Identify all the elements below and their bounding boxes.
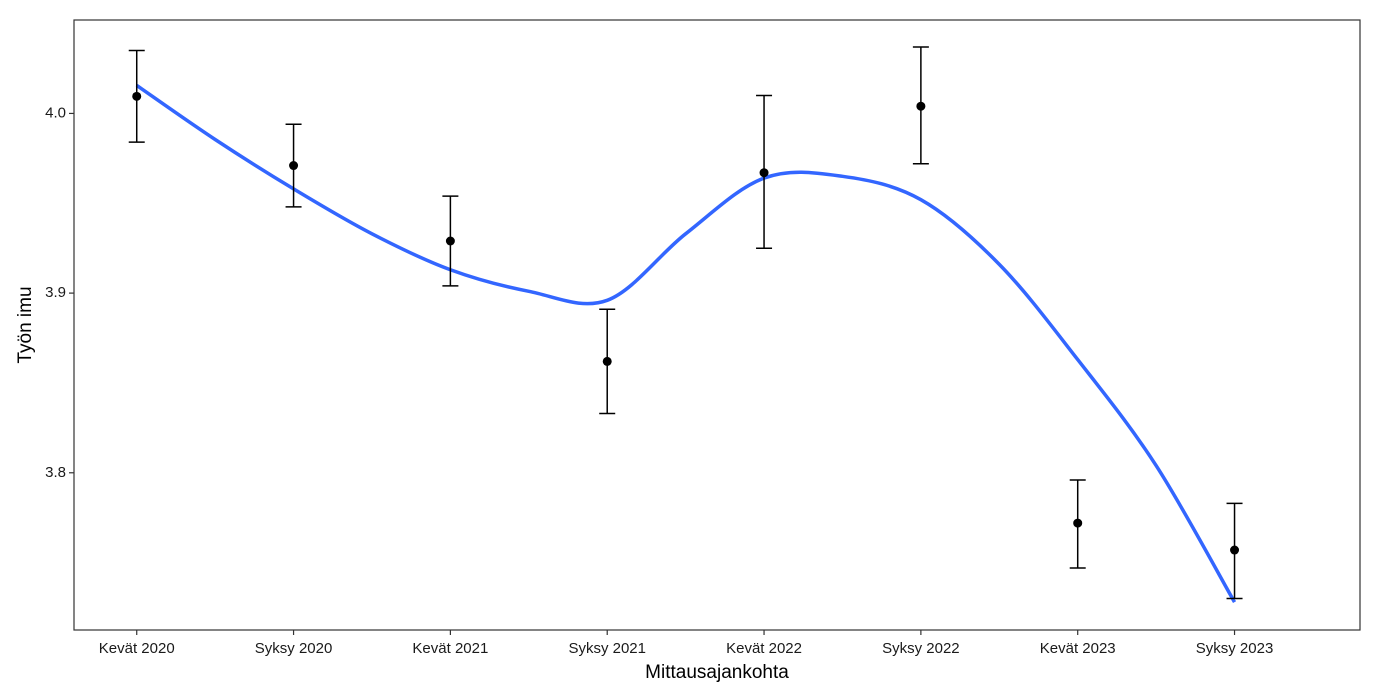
trend-line [135,83,1237,604]
x-tick-label: Syksy 2021 [568,640,646,657]
point [916,101,926,111]
point [759,168,769,178]
x-tick-label: Kevät 2022 [726,640,802,657]
y-tick-label: 3.8 [45,464,66,481]
point [1073,518,1083,528]
x-tick-label: Syksy 2022 [882,640,960,657]
y-tick-label: 3.9 [45,284,66,301]
x-tick-label: Syksy 2023 [1196,640,1274,657]
plot-frame [73,19,1361,631]
x-axis-title: Mittausajankohta [645,662,789,683]
x-tick-label: Kevät 2023 [1040,640,1116,657]
point [1230,545,1240,555]
point [445,236,455,246]
point [132,91,142,101]
x-tick-label: Syksy 2020 [255,640,333,657]
x-tick-label: Kevät 2021 [412,640,488,657]
y-axis-title: Työn imu [15,286,36,363]
point [602,356,612,366]
x-tick-label: Kevät 2020 [99,640,175,657]
y-tick-label: 4.0 [45,104,66,121]
point [289,161,299,171]
